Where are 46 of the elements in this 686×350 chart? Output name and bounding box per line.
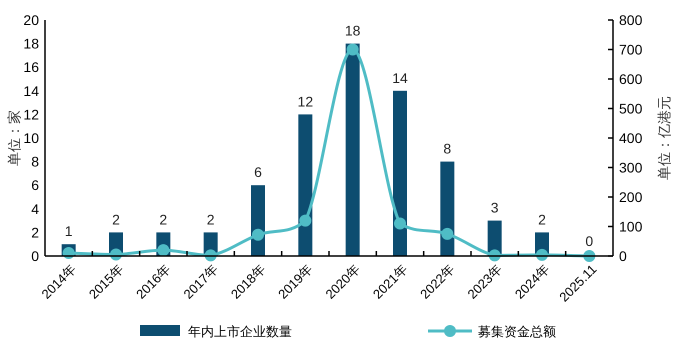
y2-tick-label: 400 (619, 130, 643, 146)
data-label: 1 (64, 223, 73, 240)
legend-label: 年内上市企业数量 (188, 324, 292, 339)
point (252, 228, 264, 241)
point (441, 228, 454, 240)
data-label: 2 (538, 211, 546, 228)
point (394, 218, 406, 230)
y-tick-label: 8 (31, 154, 40, 170)
data-label: 2 (159, 211, 168, 228)
y-tick-label: 18 (23, 36, 40, 52)
point (157, 244, 170, 256)
data-label: 14 (392, 70, 408, 86)
y2-tick-label: 500 (619, 100, 643, 116)
data-label: 6 (254, 164, 262, 180)
y2-tick-label: 100 (619, 218, 643, 234)
legend-label: 募集资金总额 (478, 324, 556, 339)
data-label: 2 (112, 211, 120, 228)
y2-axis-title: 单位：亿港元 (656, 96, 672, 180)
y2-tick-label: 700 (619, 42, 643, 58)
y2-tick-label: 600 (619, 71, 643, 87)
data-label: 2 (206, 211, 215, 228)
bar (393, 90, 407, 256)
data-label: 0 (585, 233, 594, 249)
bar (440, 162, 454, 256)
y-tick-label: 20 (23, 12, 40, 28)
y2-tick-label: 0 (619, 248, 627, 264)
y-tick-label: 6 (31, 177, 40, 194)
data-label: 3 (490, 200, 499, 216)
point (299, 214, 312, 227)
y-tick-label: 16 (23, 59, 40, 76)
y2-tick-label: 800 (619, 12, 643, 28)
y-tick-label: 10 (23, 130, 40, 146)
y-axis-title: 单位：家 (6, 110, 22, 166)
y-tick-label: 14 (23, 82, 40, 99)
y-tick-label: 4 (31, 200, 40, 217)
y-tick-label: 2 (31, 224, 40, 240)
point (346, 44, 359, 56)
data-label: 12 (298, 93, 314, 110)
data-label: 18 (344, 22, 361, 39)
bar (298, 114, 312, 256)
y-tick-label: 12 (23, 106, 40, 122)
data-label: 8 (443, 140, 452, 157)
y-tick-label: 0 (31, 248, 40, 264)
y2-tick-label: 200 (619, 189, 643, 205)
bar (346, 44, 360, 256)
y2-tick-label: 300 (619, 160, 643, 176)
